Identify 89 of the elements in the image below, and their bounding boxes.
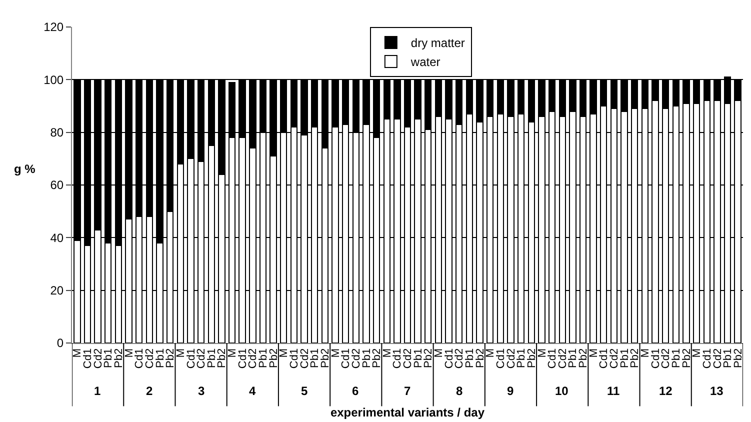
x-tick-label: M: [123, 348, 136, 358]
x-tick-label: Cd2: [712, 348, 724, 369]
x-tick-label: Cd1: [185, 348, 198, 369]
text: 8: [456, 384, 463, 398]
x-tick-label: Cd2: [505, 348, 518, 369]
x-tick-label: Cd2: [144, 348, 156, 369]
x-tick-label: Cd1: [288, 348, 301, 369]
x-tick-label: Pb2: [113, 348, 126, 368]
text: 2: [146, 384, 153, 398]
x-tick-label: Cd1: [598, 348, 610, 369]
x-tick-label: Pb2: [474, 348, 486, 368]
x-tick-label: Pb1: [309, 348, 322, 368]
text: 9: [507, 384, 514, 398]
y-axis-title: g %: [14, 162, 36, 176]
x-tick-label: Pb2: [629, 348, 642, 368]
text: 13: [710, 384, 724, 398]
x-tick-label: Cd2: [298, 348, 311, 369]
text: 5: [301, 384, 308, 398]
y-tick-label: 20: [50, 284, 64, 298]
x-tick-label: M: [588, 348, 600, 358]
x-tick-label: Cd1: [134, 348, 146, 369]
x-tick-label: Cd2: [454, 348, 466, 369]
x-tick-label: M: [536, 348, 548, 358]
y-tick-label: 80: [50, 126, 64, 140]
x-tick-label: Cd1: [650, 348, 662, 369]
x-tick-label: Pb2: [680, 348, 693, 368]
x-tick-label: M: [691, 348, 704, 358]
x-tick-label: M: [330, 348, 342, 358]
x-tick-label: Cd1: [82, 348, 94, 369]
x-tick-label: M: [381, 348, 394, 358]
x-tick-label: Cd1: [494, 348, 507, 369]
legend-label: water: [410, 55, 440, 70]
text: 1: [94, 384, 101, 398]
x-tick-label: Cd2: [247, 348, 260, 369]
x-tick-label: Pb1: [464, 348, 476, 368]
x-tick-label: Pb1: [102, 348, 115, 368]
x-tick-label: Pb2: [319, 348, 332, 368]
x-tick-label: Pb1: [516, 348, 528, 368]
text: 6: [352, 384, 359, 398]
x-tick-label: Cd2: [196, 348, 208, 369]
text: 12: [659, 384, 673, 398]
x-tick-label: Pb1: [258, 348, 270, 368]
y-tick-label: 0: [56, 336, 64, 350]
x-tick-label: Pb1: [722, 348, 734, 368]
x-tick-label: Pb1: [618, 348, 631, 368]
x-tick-label: Cd2: [350, 348, 362, 369]
x-tick-label: M: [72, 348, 84, 358]
x-tick-label: M: [174, 348, 187, 358]
x-tick-label: Cd1: [701, 348, 714, 369]
x-tick-label: M: [640, 348, 652, 358]
x-tick-label: M: [278, 348, 290, 358]
x-tick-label: Cd1: [443, 348, 456, 369]
x-tick-label: Cd1: [392, 348, 404, 369]
text: 11: [607, 384, 620, 398]
y-tick-label: 40: [50, 230, 64, 245]
x-tick-label: Pb1: [412, 348, 424, 368]
y-tick-label: 120: [44, 20, 64, 34]
x-tick-label: Pb2: [526, 348, 538, 368]
x-tick-label: Pb2: [164, 348, 177, 368]
x-tick-label: Pb2: [732, 348, 744, 368]
x-tick-label: Pb1: [670, 348, 682, 368]
x-tick-label: Cd1: [546, 348, 559, 369]
x-tick-label: Pb1: [206, 348, 218, 368]
y-tick-label: 100: [44, 72, 64, 87]
text: 7: [404, 384, 411, 398]
x-tick-label: Pb2: [371, 348, 384, 368]
text: 4: [249, 384, 256, 398]
x-tick-label: Pb2: [216, 348, 228, 368]
text: 10: [555, 384, 569, 398]
x-tick-label: Cd2: [402, 348, 414, 369]
x-tick-label: Cd1: [340, 348, 352, 369]
x-tick-label: M: [484, 348, 497, 358]
x-tick-label: Pb1: [360, 348, 373, 368]
x-tick-label: Pb2: [422, 348, 435, 368]
x-tick-label: Cd2: [92, 348, 104, 369]
x-tick-label: Cd2: [608, 348, 621, 369]
text: 3: [198, 384, 205, 398]
x-tick-label: Cd2: [660, 348, 672, 369]
x-tick-label: Cd1: [236, 348, 249, 369]
x-axis-title: experimental variants / day: [330, 405, 485, 420]
x-tick-label: Pb1: [154, 348, 166, 368]
x-tick-label: Pb2: [268, 348, 280, 368]
x-tick-label: Pb1: [567, 348, 580, 368]
legend-label: dry matter: [410, 36, 465, 50]
x-tick-label: M: [226, 348, 239, 358]
x-tick-label: Cd2: [556, 348, 569, 369]
x-tick-label: Pb2: [578, 348, 590, 368]
x-tick-label: M: [433, 348, 446, 358]
y-tick-label: 60: [50, 178, 64, 192]
